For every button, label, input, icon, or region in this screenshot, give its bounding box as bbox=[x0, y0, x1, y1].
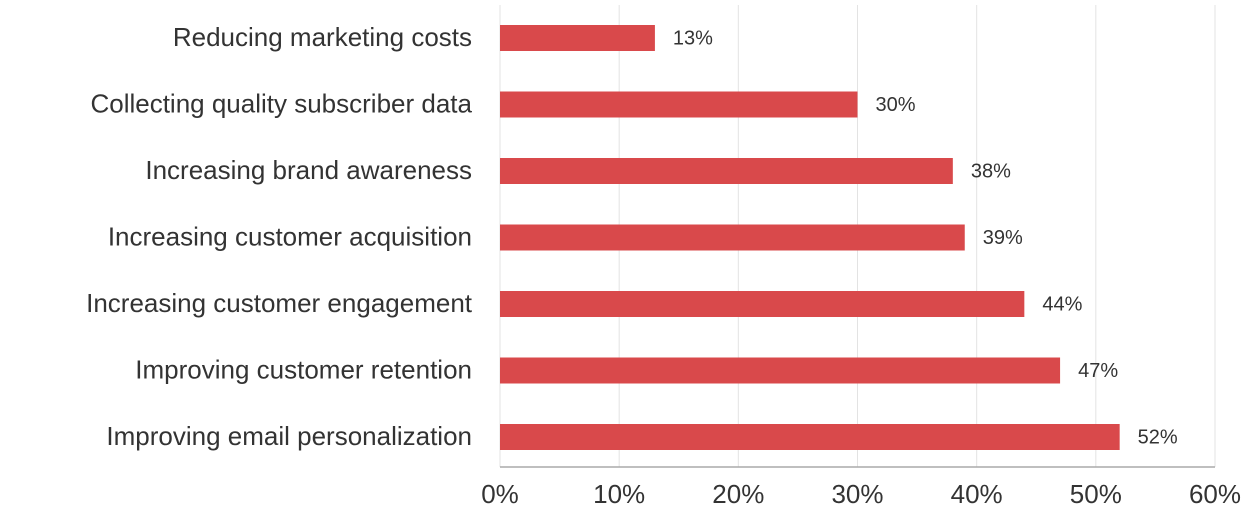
x-tick-label: 10% bbox=[593, 479, 645, 508]
value-label: 30% bbox=[876, 94, 916, 116]
bar bbox=[500, 424, 1120, 450]
value-label: 39% bbox=[983, 227, 1023, 249]
bar bbox=[500, 224, 965, 251]
value-label: 44% bbox=[1042, 293, 1082, 315]
x-tick-label: 0% bbox=[481, 479, 519, 508]
bar bbox=[500, 91, 858, 118]
value-label: 47% bbox=[1078, 360, 1118, 382]
y-tick-label: Increasing brand awareness bbox=[145, 155, 472, 185]
x-tick-label: 20% bbox=[712, 479, 764, 508]
value-label: 52% bbox=[1138, 426, 1178, 448]
y-tick-label: Reducing marketing costs bbox=[173, 22, 472, 52]
x-tick-label: 50% bbox=[1070, 479, 1122, 508]
x-tick-label: 40% bbox=[951, 479, 1003, 508]
y-tick-label: Improving customer retention bbox=[135, 354, 472, 384]
x-tick-label: 30% bbox=[831, 479, 883, 508]
y-tick-label: Collecting quality subscriber data bbox=[90, 88, 472, 118]
bar bbox=[500, 158, 953, 184]
bar bbox=[500, 25, 655, 51]
value-label: 13% bbox=[673, 27, 713, 49]
value-label: 38% bbox=[971, 160, 1011, 182]
bar bbox=[500, 357, 1061, 384]
y-tick-label: Improving email personalization bbox=[106, 421, 472, 451]
y-tick-label: Increasing customer acquisition bbox=[108, 221, 472, 251]
bar bbox=[500, 291, 1025, 317]
x-tick-label: 60% bbox=[1189, 479, 1241, 508]
y-tick-label: Increasing customer engagement bbox=[86, 288, 473, 318]
